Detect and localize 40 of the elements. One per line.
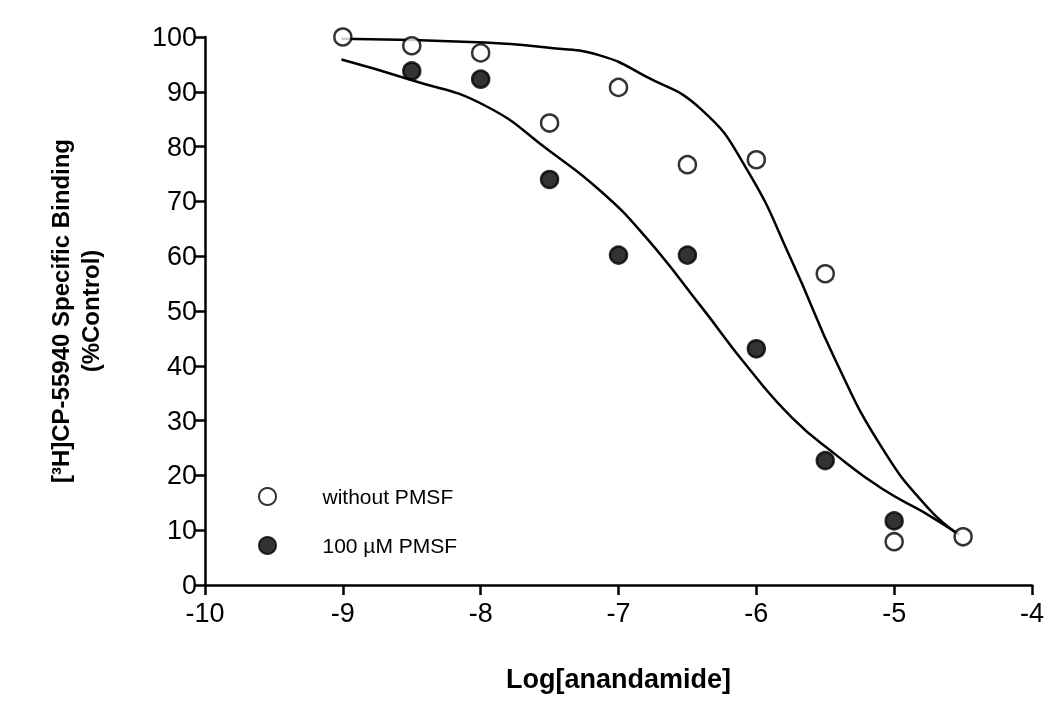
- y-tick-label: 0: [181, 570, 197, 600]
- point: [815, 450, 835, 471]
- point: [884, 531, 904, 552]
- y-tick-label: 100: [151, 22, 197, 52]
- x-tick-label: -8: [468, 597, 493, 628]
- point: [677, 154, 698, 175]
- y-tick-label: 90: [166, 76, 197, 107]
- legend-label: 100 µM PMSF: [322, 534, 458, 557]
- point: [402, 36, 422, 56]
- point: [953, 527, 973, 547]
- y-tick-label: 60: [166, 241, 197, 272]
- y-tick-label: 50: [166, 296, 197, 326]
- point: [333, 27, 353, 47]
- point: [884, 511, 904, 531]
- x-tick-label: -4: [1019, 597, 1045, 628]
- y-tick-label: 30: [166, 405, 197, 436]
- y-tick-label: 70: [166, 186, 197, 217]
- point: [746, 339, 767, 359]
- point: [677, 245, 698, 265]
- point: [470, 43, 491, 63]
- point: [608, 245, 629, 265]
- point: [746, 150, 767, 170]
- y-tick-label: 80: [166, 131, 197, 162]
- point: [470, 69, 491, 89]
- x-tick-label: -6: [744, 597, 769, 628]
- point: [539, 169, 560, 190]
- point: [608, 77, 629, 98]
- legend-label: without PMSF: [321, 485, 454, 508]
- y-axis-title: [³H]CP-55940 Specific Binding (%Control): [46, 138, 104, 484]
- y-tick-label: 40: [166, 350, 197, 381]
- x-tick-label: -10: [185, 597, 225, 628]
- y-tick-label: 20: [166, 460, 197, 491]
- point: [402, 61, 422, 81]
- point: [539, 113, 560, 133]
- point: [815, 263, 835, 284]
- x-axis-title: Log[anandamide]: [505, 663, 732, 694]
- x-tick-label: -5: [882, 597, 907, 628]
- x-tick-label: -9: [330, 597, 355, 628]
- y-tick-label: 10: [166, 515, 197, 546]
- x-tick-label: -7: [606, 597, 631, 628]
